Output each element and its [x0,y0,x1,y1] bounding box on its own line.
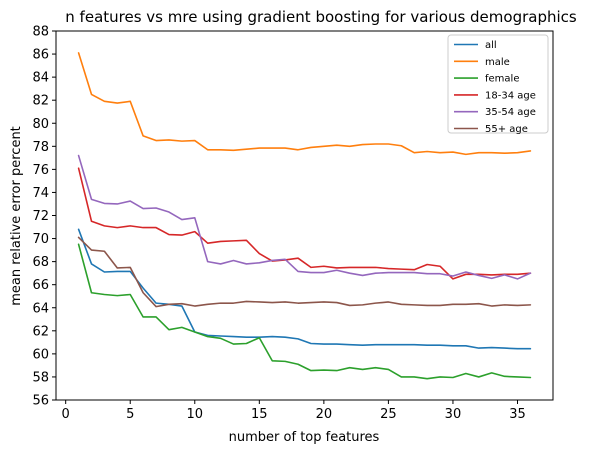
legend-label: 55+ age [485,124,528,135]
y-tick-label: 76 [32,163,49,178]
y-tick-label: 60 [32,347,49,362]
y-tick-label: 64 [32,301,49,316]
legend-label: all [485,40,497,51]
y-tick-label: 86 [32,48,49,63]
legend-label: 18-34 age [485,90,536,101]
legend-label: 35-54 age [485,107,536,118]
y-tick-label: 80 [32,117,49,132]
y-tick-label: 70 [32,232,49,247]
series-line-all [77,228,532,350]
y-tick-label: 56 [32,394,49,409]
series-line-male [77,52,532,156]
x-tick-label: 35 [509,407,526,422]
y-tick-label: 78 [32,140,49,155]
x-axis: 0 5 10 15 20 25 30 35 [62,400,526,422]
x-tick-label: 15 [251,407,268,422]
series-line-female [77,243,532,380]
legend-label: female [485,74,519,85]
legend-box [447,34,549,134]
y-tick-label: 82 [32,94,49,109]
series-line-35-54-age [77,154,532,280]
series-line-18-34-age [77,167,532,280]
x-tick-label: 0 [62,407,70,422]
y-tick-label: 88 [32,25,49,40]
series-line-55-age [77,236,532,308]
y-tick-label: 68 [32,255,49,270]
y-tick-label: 58 [32,370,49,385]
x-tick-label: 5 [126,407,134,422]
x-axis-label: number of top features [229,430,380,445]
x-tick-label: 25 [380,407,397,422]
y-tick-label: 62 [32,324,49,339]
y-axis-label: mean relative error percent [9,126,24,306]
chart-title: n features vs mre using gradient boostin… [65,8,577,26]
y-tick-label: 74 [32,186,49,201]
y-tick-label: 72 [32,209,49,224]
legend: all male female 18-34 age 35-54 age 55+ age [447,34,549,135]
legend-label: male [485,57,510,68]
x-tick-label: 30 [445,407,462,422]
plot-lines [77,52,532,380]
y-tick-label: 66 [32,278,49,293]
x-tick-label: 10 [186,407,203,422]
x-tick-label: 20 [316,407,333,422]
y-axis: 56 58 60 62 64 66 68 70 72 74 76 78 80 82 84 86 88 [32,25,56,409]
y-tick-label: 84 [32,71,49,86]
